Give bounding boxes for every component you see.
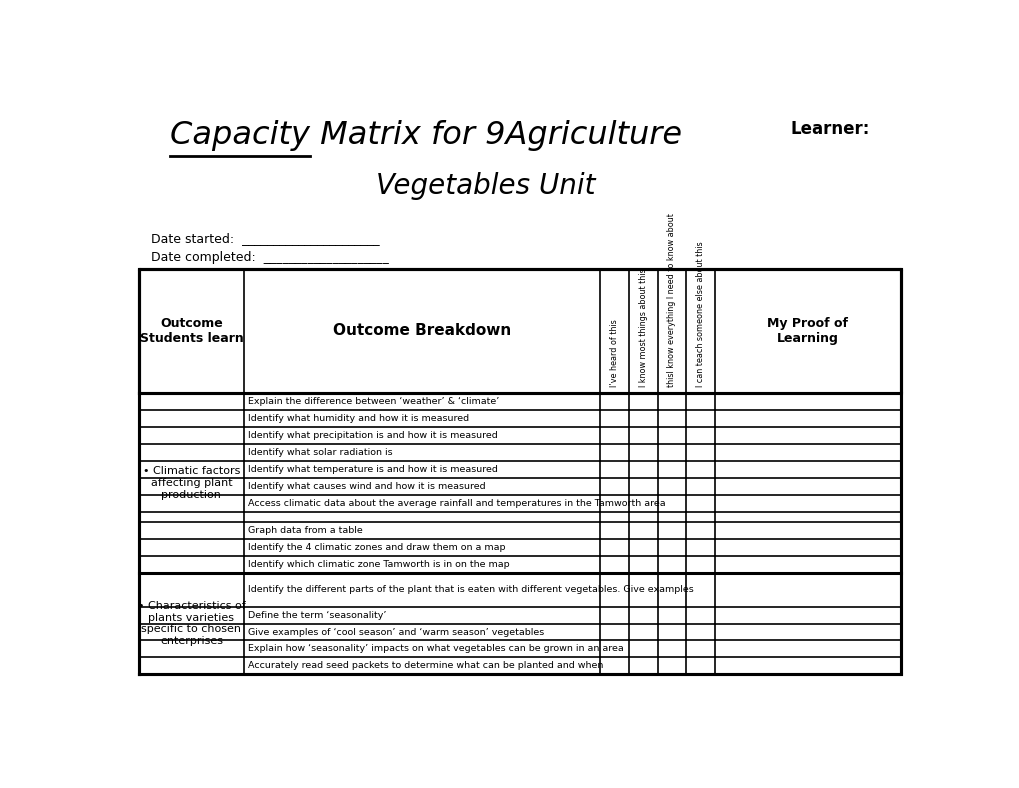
Text: Accurately read seed packets to determine what can be planted and when: Accurately read seed packets to determin… <box>249 661 603 671</box>
Text: Identify the different parts of the plant that is eaten with different vegetable: Identify the different parts of the plan… <box>249 585 694 594</box>
Text: Date completed:  ____________________: Date completed: ____________________ <box>151 251 388 264</box>
Text: Give examples of ‘cool season’ and ‘warm season’ vegetables: Give examples of ‘cool season’ and ‘warm… <box>249 627 544 637</box>
Text: Identify what temperature is and how it is measured: Identify what temperature is and how it … <box>249 465 498 474</box>
Text: Identify what precipitation is and how it is measured: Identify what precipitation is and how i… <box>249 431 497 440</box>
Text: Vegetables Unit: Vegetables Unit <box>375 172 594 199</box>
Text: Learner:: Learner: <box>790 120 868 138</box>
Text: Access climatic data about the average rainfall and temperatures in the Tamworth: Access climatic data about the average r… <box>249 499 665 508</box>
Text: Outcome Breakdown: Outcome Breakdown <box>332 323 511 339</box>
Text: Define the term ‘seasonality’: Define the term ‘seasonality’ <box>249 611 386 619</box>
Text: • Characteristics of
plants varieties
specific to chosen
enterprises: • Characteristics of plants varieties sp… <box>138 601 246 646</box>
Text: Capacity Matrix for 9Agriculture: Capacity Matrix for 9Agriculture <box>170 120 682 151</box>
Text: Explain the difference between ‘weather’ & ‘climate’: Explain the difference between ‘weather’… <box>249 397 499 407</box>
Text: Graph data from a table: Graph data from a table <box>249 526 363 535</box>
Text: Explain how ‘seasonality’ impacts on what vegetables can be grown in an area: Explain how ‘seasonality’ impacts on wha… <box>249 645 624 653</box>
Text: thisI know everything I need to know about: thisI know everything I need to know abo… <box>666 214 676 387</box>
Text: Identify what solar radiation is: Identify what solar radiation is <box>249 448 392 457</box>
Text: My Proof of
Learning: My Proof of Learning <box>766 317 848 345</box>
Text: Outcome
Students learn: Outcome Students learn <box>140 317 244 345</box>
Text: I know most things about this: I know most things about this <box>638 269 647 387</box>
Text: Identify what causes wind and how it is measured: Identify what causes wind and how it is … <box>249 482 485 491</box>
Text: Identify what humidity and how it is measured: Identify what humidity and how it is mea… <box>249 414 469 423</box>
Text: Date started:  ______________________: Date started: ______________________ <box>151 232 379 244</box>
Text: I can teach someone else about this: I can teach someone else about this <box>695 242 704 387</box>
Text: Identify which climatic zone Tamworth is in on the map: Identify which climatic zone Tamworth is… <box>249 559 510 569</box>
Text: Identify the 4 climatic zones and draw them on a map: Identify the 4 climatic zones and draw t… <box>249 543 505 552</box>
Text: • Climatic factors
affecting plant
production: • Climatic factors affecting plant produ… <box>143 466 239 500</box>
Text: I’ve heard of this: I’ve heard of this <box>609 319 619 387</box>
